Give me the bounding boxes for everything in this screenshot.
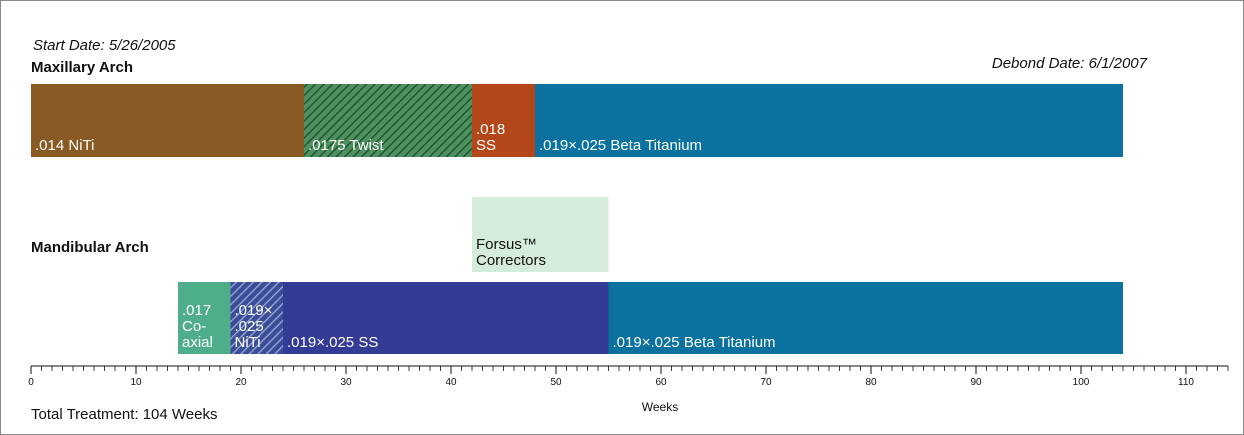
x-tick-label: 30	[340, 377, 352, 388]
segment-bar	[178, 282, 231, 354]
segment-label: Forsus™	[476, 236, 537, 253]
segment-label: .018	[476, 121, 505, 138]
segment-label: .0175 Twist	[308, 137, 384, 154]
row-label: Maxillary Arch	[31, 59, 133, 76]
segment-label: NiTi	[235, 334, 261, 351]
segment-label: .019×	[235, 302, 273, 319]
segment-label: .014 NiTi	[35, 137, 94, 154]
segment-bar	[230, 282, 283, 354]
x-tick-label: 70	[760, 377, 772, 388]
segment-label: .019×.025 Beta Titanium	[539, 137, 702, 154]
x-axis-label: Weeks	[642, 400, 678, 414]
debond-date: Debond Date: 6/1/2007	[992, 55, 1148, 72]
segment-bar	[535, 84, 1123, 157]
segment-bar	[31, 84, 304, 157]
total-treatment: Total Treatment: 104 Weeks	[31, 406, 217, 423]
segment-label: axial	[182, 334, 213, 351]
segment-label: SS	[476, 137, 496, 154]
segment-label: Correctors	[476, 252, 546, 269]
x-tick-label: 60	[655, 377, 667, 388]
segment-bar	[472, 84, 535, 157]
segment-label: .017	[182, 302, 211, 319]
x-tick-label: 0	[28, 377, 34, 388]
x-tick-label: 100	[1073, 377, 1090, 388]
x-tick-label: 80	[865, 377, 877, 388]
x-tick-label: 20	[235, 377, 247, 388]
row-label: Mandibular Arch	[31, 239, 149, 256]
segment-bar	[283, 282, 609, 354]
segment-label: .025	[235, 318, 264, 335]
segment-label: .019×.025 SS	[287, 334, 378, 351]
segment-label: .019×.025 Beta Titanium	[613, 334, 776, 351]
segment-bar	[304, 84, 472, 157]
x-tick-label: 40	[445, 377, 457, 388]
x-tick-label: 10	[130, 377, 142, 388]
x-tick-label: 50	[550, 377, 562, 388]
segment-label: Co-	[182, 318, 206, 335]
segment-bar	[608, 282, 1123, 354]
overlay-box	[472, 197, 609, 272]
x-tick-label: 90	[970, 377, 982, 388]
x-tick-label: 110	[1178, 377, 1194, 388]
start-date: Start Date: 5/26/2005	[33, 37, 176, 54]
